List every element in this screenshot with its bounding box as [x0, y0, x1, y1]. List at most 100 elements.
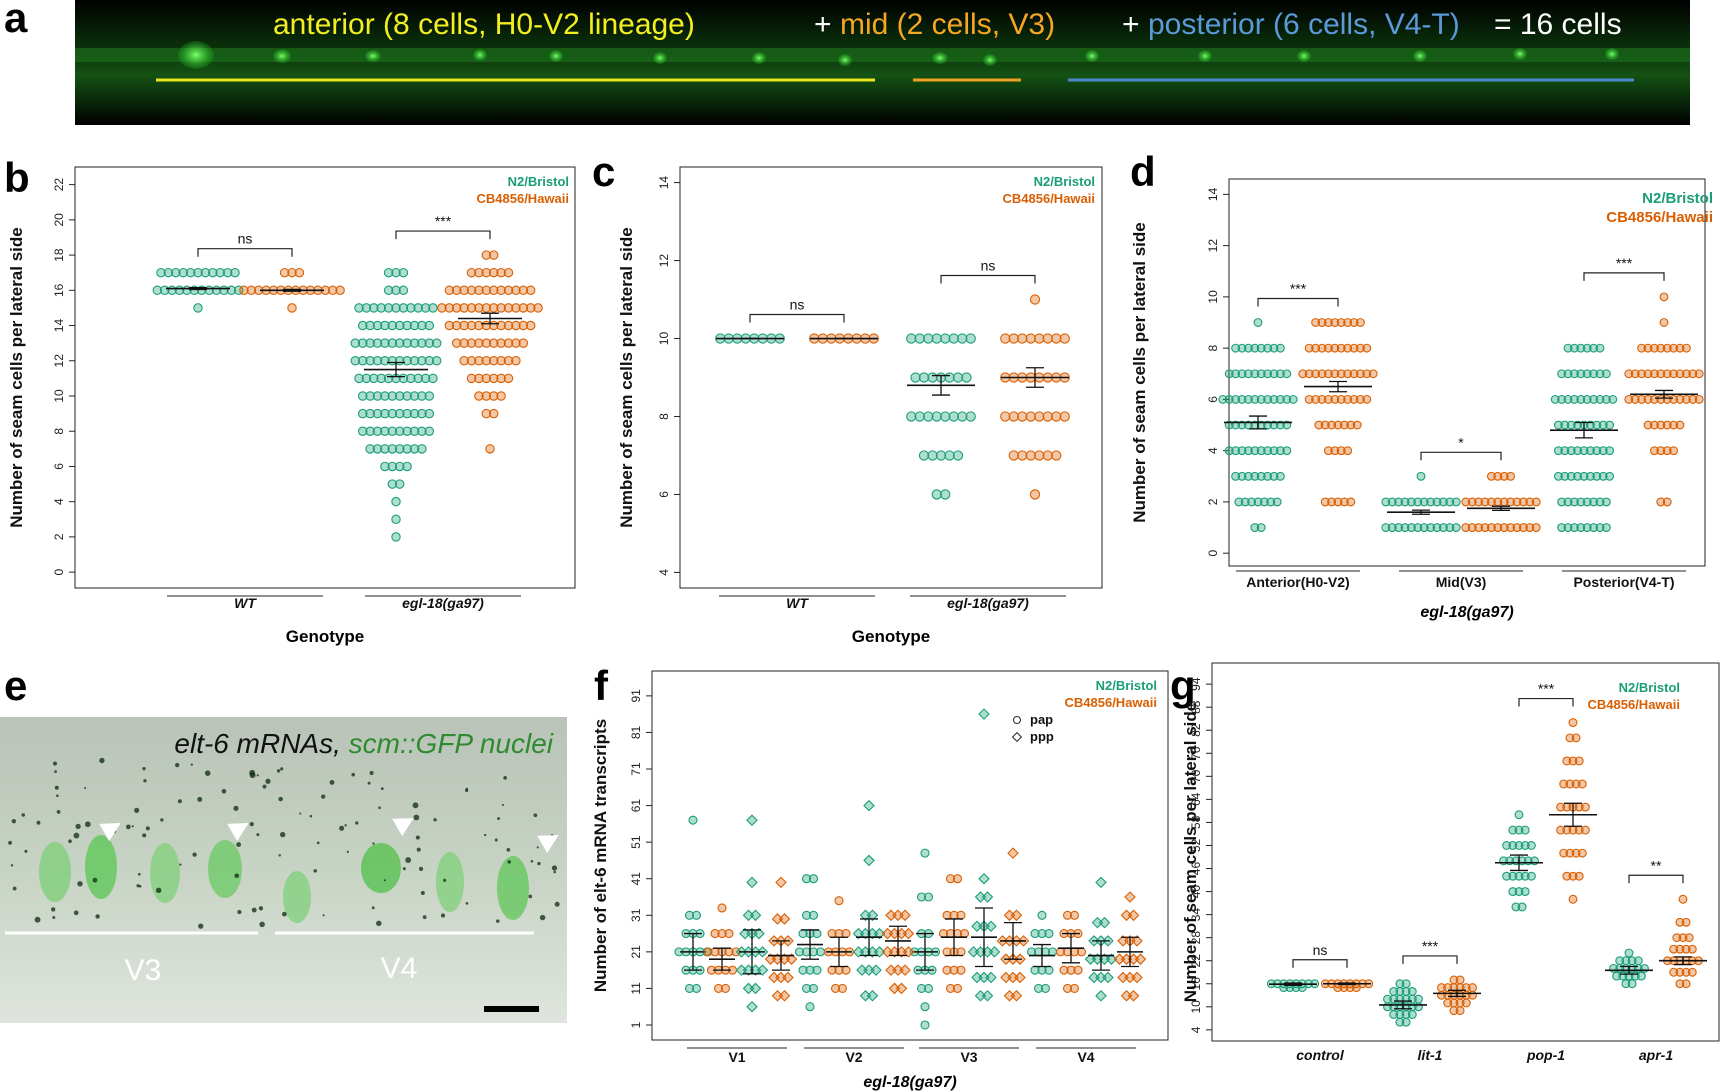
data-point: [691, 910, 702, 920]
data-point: [1414, 1002, 1423, 1012]
data-point: [749, 909, 762, 922]
data-point: [808, 910, 819, 920]
data-point: [417, 444, 427, 454]
data-point: [1557, 369, 1567, 379]
mrna-spot: [136, 884, 140, 888]
total-label: = 16 cells: [1494, 8, 1622, 41]
data-point: [1589, 394, 1599, 404]
data-point: [1557, 394, 1567, 404]
y-tick-label: 16: [52, 283, 66, 297]
data-point: [391, 267, 401, 278]
mid-label: mid (2 cells, V3): [840, 8, 1055, 41]
data-point: [481, 285, 492, 296]
mrna-spot: [56, 810, 61, 814]
mrna-spot: [56, 794, 59, 798]
data-point: [1282, 394, 1292, 404]
data-point: [1474, 497, 1484, 507]
data-point: [380, 356, 390, 366]
plot-frame: [1228, 178, 1706, 567]
data-point: [1520, 871, 1530, 881]
data-point: [1612, 971, 1622, 981]
mrna-spot: [367, 781, 371, 785]
data-point: [717, 929, 727, 939]
mrna-spot: [537, 861, 541, 866]
data-point: [1253, 497, 1263, 507]
data-point: [163, 267, 174, 278]
data-point: [402, 408, 412, 419]
chart: 4 6 8 10 12 14 Number of seam cells per latera…: [617, 166, 1103, 646]
data-point: [1669, 420, 1679, 430]
data-point: [451, 338, 462, 348]
data-point: [1559, 779, 1569, 789]
data-point: [481, 338, 492, 348]
legend-entry: N2/Bristol: [1642, 190, 1713, 207]
nucleus: [473, 49, 487, 61]
data-point: [1556, 825, 1566, 835]
mrna-spot: [383, 879, 386, 882]
data-point: [1250, 343, 1260, 353]
data-point: [1592, 446, 1602, 456]
data-point: [1263, 394, 1273, 404]
data-point: [1508, 841, 1518, 850]
data-point: [1330, 369, 1340, 379]
data-point: [496, 356, 506, 366]
y-tick-label: 2: [1206, 498, 1220, 505]
chart: 4 10 16 22 28 34 40 46 52 58 64 70 76 82 88 94 Number of…: [1181, 662, 1720, 1063]
data-point: [985, 971, 997, 984]
data-point: [233, 285, 244, 296]
legend-entry: CB4856/Hawaii: [477, 191, 570, 206]
significance-label: ns: [981, 258, 996, 274]
worm-body: [75, 48, 1690, 62]
data-point: [1461, 983, 1471, 993]
data-point: [1327, 497, 1337, 507]
data-point: [383, 267, 394, 278]
data-point: [1675, 967, 1685, 977]
x-tick-label: V4: [1077, 1049, 1094, 1065]
significance-label: ns: [790, 297, 805, 313]
data-point: [1387, 497, 1397, 507]
legend-entry: pap: [1030, 712, 1053, 727]
data-point: [488, 408, 499, 419]
data-point: [959, 929, 970, 939]
data-point: [496, 285, 506, 296]
data-point: [1566, 420, 1576, 430]
data-point: [1017, 411, 1028, 422]
data-point: [1317, 394, 1327, 404]
mrna-spot: [10, 864, 14, 867]
data-point: [1595, 369, 1605, 379]
data-point: [424, 426, 435, 436]
data-point: [1231, 369, 1241, 379]
data-point: [1323, 343, 1333, 353]
data-point: [1630, 394, 1640, 404]
data-point: [1263, 446, 1273, 456]
data-point: [1592, 471, 1602, 481]
data-point: [1468, 990, 1477, 1000]
data-point: [1576, 369, 1586, 379]
y-tick-label: 8: [657, 413, 671, 420]
y-axis-title: Number of seam cells per lateral side: [1181, 702, 1200, 1002]
data-point: [1637, 394, 1647, 404]
data-point: [918, 450, 930, 461]
y-tick-label: 8: [52, 428, 66, 435]
data-point: [717, 903, 727, 913]
data-point: [1662, 343, 1672, 353]
data-point: [1560, 446, 1570, 456]
data-point: [1576, 343, 1586, 353]
data-point: [466, 267, 477, 278]
data-point: [899, 909, 911, 922]
data-point: [1034, 450, 1045, 461]
gfp-nucleus: [497, 856, 529, 920]
data-point: [1681, 343, 1691, 353]
data-point: [365, 391, 375, 401]
data-point: [965, 411, 976, 422]
data-point: [1030, 929, 1040, 939]
data-point: [1042, 333, 1053, 344]
data-point: [1352, 420, 1362, 430]
y-tick-label: 40: [1189, 885, 1203, 899]
mrna-spot: [221, 788, 227, 794]
data-point: [1595, 523, 1605, 533]
data-point: [1580, 802, 1590, 812]
data-point: [866, 909, 879, 922]
